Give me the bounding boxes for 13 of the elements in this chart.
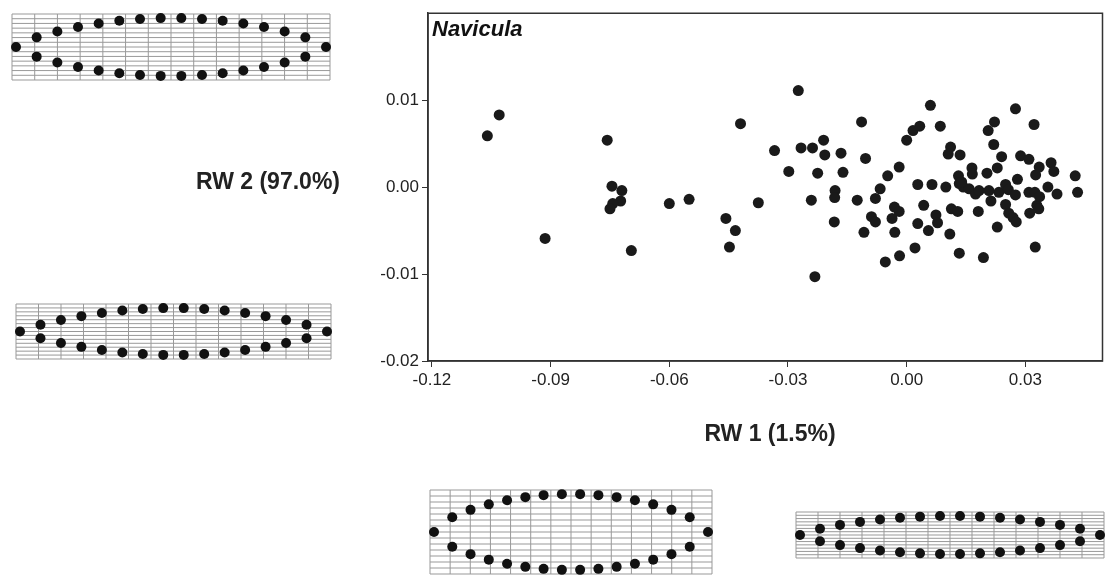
chart-title: Navicula (432, 16, 523, 42)
y-tick-label: 0.00 (385, 176, 419, 196)
y-tick-label: -0.01 (380, 263, 419, 283)
y-axis-title: RW 2 (97.0%) (195, 168, 340, 195)
x-tick-label: 0.00 (890, 369, 924, 389)
x-tick-label: -0.09 (531, 369, 571, 389)
y-tick-label: 0.01 (385, 89, 419, 109)
x-tick-label: -0.06 (649, 369, 689, 389)
x-tick-label: 0.03 (1008, 369, 1042, 389)
y-tick-label: -0.02 (380, 350, 419, 370)
x-tick-label: -0.03 (768, 369, 808, 389)
x-axis-title: RW 1 (1.5%) (703, 420, 837, 447)
x-tick-label: -0.12 (412, 369, 452, 389)
